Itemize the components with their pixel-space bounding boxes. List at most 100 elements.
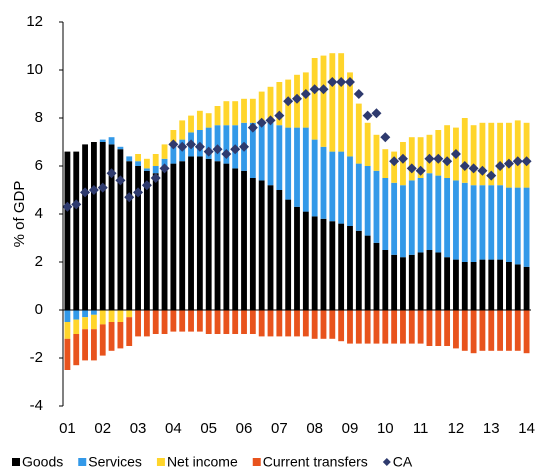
bar xyxy=(426,173,433,250)
bar xyxy=(152,173,159,310)
bar xyxy=(294,206,300,310)
y-tick-label: 0 xyxy=(35,301,43,318)
bar xyxy=(64,322,71,339)
bar xyxy=(73,310,80,320)
bar xyxy=(400,257,406,310)
bar xyxy=(179,120,186,140)
bar xyxy=(258,91,265,121)
bar xyxy=(90,329,97,361)
bar xyxy=(143,170,150,310)
bar xyxy=(470,185,477,262)
bar xyxy=(214,161,221,310)
bar xyxy=(311,310,318,339)
bar xyxy=(408,180,415,255)
bar xyxy=(214,310,221,334)
bar xyxy=(196,110,203,130)
bar xyxy=(426,250,433,310)
bar xyxy=(179,161,186,310)
bar xyxy=(126,317,133,346)
x-tick-label: 11 xyxy=(413,420,429,437)
bar xyxy=(461,262,468,310)
marker xyxy=(168,139,179,150)
marker xyxy=(495,161,506,171)
bar xyxy=(135,166,141,310)
bar xyxy=(488,185,495,260)
bar xyxy=(444,257,451,310)
bar xyxy=(435,310,442,346)
bar xyxy=(117,322,124,349)
bar xyxy=(249,122,256,178)
x-tick-label: 03 xyxy=(130,420,147,437)
marker xyxy=(186,139,197,150)
bar xyxy=(479,310,486,351)
bar xyxy=(267,86,274,123)
bar xyxy=(108,144,115,310)
bar xyxy=(205,310,212,334)
bar xyxy=(488,310,495,351)
bar xyxy=(258,180,265,310)
bar xyxy=(417,137,424,178)
bar xyxy=(461,310,468,351)
legend-label: Current transfers xyxy=(263,454,368,470)
bar xyxy=(143,168,150,171)
bar xyxy=(267,122,274,186)
marker xyxy=(397,153,408,164)
marker xyxy=(124,192,135,203)
marker xyxy=(80,187,91,198)
bar xyxy=(435,130,442,176)
bar xyxy=(108,310,115,322)
marker xyxy=(292,93,302,104)
bar xyxy=(329,53,336,152)
marker xyxy=(371,108,382,119)
bar xyxy=(258,120,265,181)
marker xyxy=(344,77,355,87)
marker xyxy=(512,156,523,167)
bar xyxy=(391,310,398,344)
bar xyxy=(453,310,459,349)
bar xyxy=(479,185,486,260)
bar xyxy=(479,259,486,310)
bar xyxy=(170,310,177,332)
x-tick-label: 13 xyxy=(483,420,500,437)
bar xyxy=(152,310,159,334)
bar xyxy=(373,134,380,171)
marker xyxy=(221,149,232,159)
marker xyxy=(433,153,444,164)
bar xyxy=(514,120,521,188)
x-tick-label: 05 xyxy=(200,420,217,437)
bar xyxy=(267,185,274,310)
bar xyxy=(311,58,318,140)
bar xyxy=(506,187,512,262)
bar xyxy=(64,338,71,370)
x-tick-label: 08 xyxy=(306,420,323,437)
bar xyxy=(382,250,389,310)
bar xyxy=(338,223,345,310)
bar xyxy=(329,151,336,222)
bar xyxy=(408,254,415,310)
bar xyxy=(302,211,309,310)
bar xyxy=(161,168,168,310)
marker xyxy=(71,199,82,210)
bar xyxy=(126,161,133,310)
bar xyxy=(461,182,468,262)
marker xyxy=(141,180,152,191)
bar xyxy=(373,242,380,310)
bar xyxy=(302,72,309,128)
bar xyxy=(355,230,362,310)
bar xyxy=(152,166,159,174)
bar xyxy=(302,127,309,212)
bar xyxy=(444,310,451,346)
marker xyxy=(442,156,453,167)
bar xyxy=(479,122,486,186)
bar xyxy=(170,130,177,147)
bar xyxy=(99,142,106,310)
x-tick-label: 06 xyxy=(236,420,253,437)
bar xyxy=(329,310,336,339)
bar xyxy=(417,310,424,344)
bar xyxy=(417,178,424,253)
legend-swatch xyxy=(156,458,165,466)
bar xyxy=(135,161,141,166)
marker xyxy=(212,144,223,155)
x-tick-label: 02 xyxy=(94,420,111,437)
